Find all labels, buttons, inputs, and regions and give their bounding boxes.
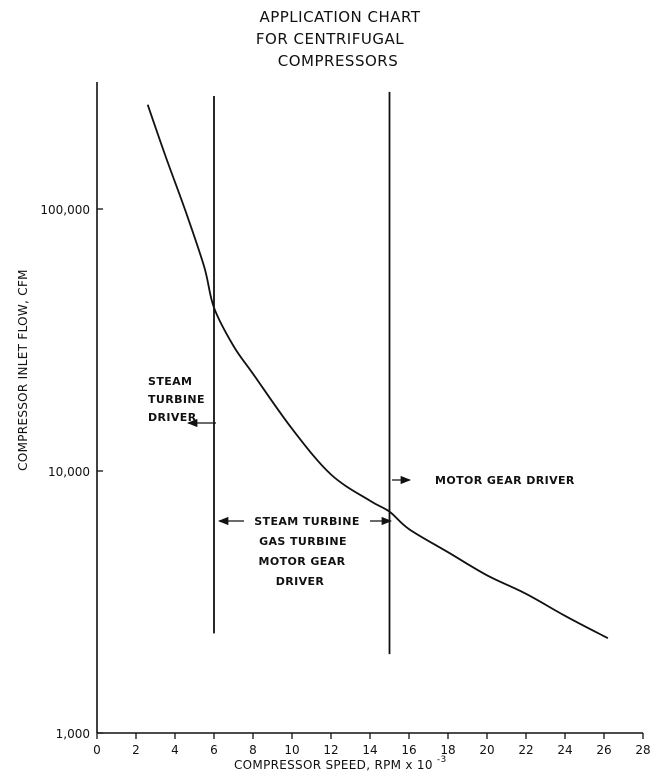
x-tick-label-22: 22 — [518, 743, 533, 757]
steam-left-line-1: STEAM — [148, 375, 192, 388]
x-tick-label-16: 16 — [401, 743, 416, 757]
x-tick-label-28: 28 — [635, 743, 650, 757]
x-tick-label-24: 24 — [557, 743, 572, 757]
application-curve-group — [146, 104, 609, 639]
y-axis-ticks: 1,000 10,000 100,000 — [40, 203, 103, 741]
steam-left-line-2: TURBINE — [148, 393, 205, 406]
motor-right-label: MOTOR GEAR DRIVER — [435, 474, 575, 487]
middle-line-2: GAS TURBINE — [259, 535, 347, 548]
x-tick-label-6: 6 — [210, 743, 218, 757]
steam-turbine-driver-annotation: STEAM TURBINE DRIVER — [148, 375, 216, 428]
x-tick-label-10: 10 — [284, 743, 299, 757]
y-tick-label-10000: 10,000 — [48, 465, 90, 479]
x-tick-label-18: 18 — [440, 743, 455, 757]
chart-title-line-3: COMPRESSORS — [278, 52, 398, 70]
y-tick-label-100000: 100,000 — [40, 203, 90, 217]
chart-title-line-1: APPLICATION CHART — [259, 8, 420, 26]
application-curve-1 — [146, 104, 609, 639]
middle-region-annotation: STEAM TURBINE GAS TURBINE MOTOR GEAR DRI… — [217, 515, 393, 588]
chart-title-line-2: FOR CENTRIFUGAL — [256, 30, 404, 48]
x-axis-label-text: COMPRESSOR SPEED, RPM x 10 — [234, 758, 433, 772]
x-tick-label-2: 2 — [132, 743, 140, 757]
x-axis-ticks: 0 2 4 6 8 10 12 14 16 18 20 22 24 26 28 — [93, 733, 651, 757]
y-tick-label-1000: 1,000 — [56, 727, 90, 741]
driver-boundary-lines — [213, 91, 391, 655]
x-tick-label-26: 26 — [596, 743, 611, 757]
x-tick-label-20: 20 — [479, 743, 494, 757]
y-axis-label: COMPRESSOR INLET FLOW, CFM — [16, 269, 30, 471]
x-tick-label-8: 8 — [249, 743, 257, 757]
x-axis-label-exponent: -3 — [437, 755, 447, 765]
middle-line-4: DRIVER — [276, 575, 325, 588]
x-tick-label-4: 4 — [171, 743, 179, 757]
x-tick-label-0: 0 — [93, 743, 101, 757]
x-tick-label-12: 12 — [323, 743, 338, 757]
middle-line-3: MOTOR GEAR — [259, 555, 346, 568]
x-tick-label-14: 14 — [362, 743, 377, 757]
motor-gear-driver-annotation: MOTOR GEAR DRIVER — [392, 474, 575, 487]
x-axis-label: COMPRESSOR SPEED, RPM x 10 -3 — [234, 755, 446, 772]
steam-left-line-3: DRIVER — [148, 411, 197, 424]
middle-line-1: STEAM TURBINE — [254, 515, 360, 528]
